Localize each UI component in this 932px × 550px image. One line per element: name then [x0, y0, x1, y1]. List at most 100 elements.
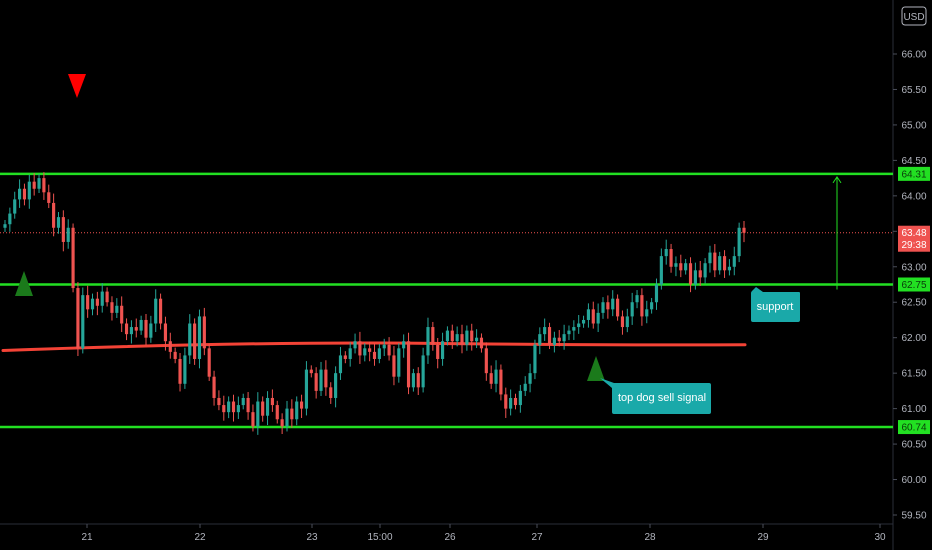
support-callout[interactable]: support — [751, 287, 800, 322]
price-tick-label: 66.00 — [901, 50, 926, 61]
candle-body — [504, 394, 508, 409]
candle-body — [727, 266, 731, 271]
time-tick-label: 22 — [194, 532, 206, 543]
candle-body — [708, 252, 712, 264]
candle-body — [513, 397, 518, 406]
currency-badge[interactable]: USD — [901, 6, 927, 26]
candle-body — [601, 302, 605, 313]
candle-body — [518, 390, 522, 406]
price-tick-label: 61.00 — [901, 404, 926, 415]
candle-body — [290, 408, 294, 420]
candle-body — [158, 298, 163, 324]
candle-body — [13, 199, 17, 214]
time-tick-label: 27 — [531, 532, 543, 543]
candle-body — [61, 217, 65, 242]
candle-body — [90, 298, 95, 310]
candle-body — [256, 401, 260, 427]
candle-body — [392, 355, 396, 377]
candle-body — [494, 369, 498, 384]
svg-text:60.74: 60.74 — [901, 423, 926, 434]
candle-body — [547, 327, 552, 345]
candle-body — [236, 405, 240, 413]
horizontal-levels — [0, 172, 893, 429]
candle-body — [105, 291, 109, 303]
buy-triangle-icon — [15, 271, 33, 296]
candle-body — [713, 252, 717, 271]
price-tick-label: 62.50 — [901, 298, 926, 309]
candle-body — [368, 348, 372, 352]
candle-body — [270, 397, 274, 406]
candle-body — [188, 323, 192, 356]
currency-label: USD — [903, 12, 924, 23]
candle-body — [324, 369, 328, 388]
candle-body — [76, 288, 80, 349]
time-tick-label: 23 — [306, 532, 318, 543]
candle-body — [552, 337, 556, 345]
candle-body — [450, 330, 454, 342]
candle-body — [212, 376, 216, 398]
candle-body — [372, 351, 377, 359]
candle-body — [47, 192, 51, 203]
candle-body — [635, 295, 639, 303]
candle-body — [693, 270, 697, 285]
candle-body — [37, 178, 41, 189]
time-tick-label: 29 — [757, 532, 769, 543]
candle-body — [197, 316, 202, 359]
candle-body — [650, 302, 654, 310]
candle-body — [509, 397, 513, 409]
candle-body — [251, 412, 255, 427]
candle-body — [742, 227, 746, 233]
candle-body — [139, 319, 143, 331]
candle-body — [460, 334, 464, 345]
price-tick-label: 59.50 — [901, 511, 926, 522]
candle-body — [654, 284, 659, 303]
candle-body — [110, 302, 114, 313]
time-axis[interactable]: 21 22 23 15:00 26 27 28 29 30 — [81, 524, 886, 543]
candle-body — [129, 327, 133, 335]
price-tick-label: 63.00 — [901, 262, 926, 273]
time-tick-label: 21 — [81, 532, 93, 543]
candle-body — [426, 327, 430, 356]
svg-text:64.31: 64.31 — [901, 169, 926, 180]
candle-body — [280, 419, 284, 427]
sell-signal-label: top dog sell signal — [618, 392, 706, 404]
candle-body — [231, 401, 236, 413]
candle-body — [329, 387, 333, 398]
candle-body — [124, 323, 129, 335]
sell-triangle-icon — [68, 74, 86, 98]
candle-body — [295, 401, 299, 420]
candle-body — [684, 263, 688, 271]
price-tick-label: 60.00 — [901, 475, 926, 486]
price-axis[interactable]: 66.0065.5065.0064.5064.0063.5063.0062.50… — [893, 50, 927, 522]
candle-body — [475, 337, 479, 342]
candle-body — [591, 309, 595, 324]
candle-body — [343, 355, 347, 359]
candle-body — [8, 213, 12, 225]
candle-body — [606, 302, 610, 310]
candle-body — [358, 341, 362, 356]
moving-average — [1, 341, 747, 352]
candle-body — [3, 224, 7, 228]
candle-body — [314, 373, 318, 391]
candle-body — [261, 401, 265, 416]
candle-body — [567, 330, 571, 335]
candle-body — [265, 397, 270, 416]
candle-body — [183, 355, 187, 384]
candle-body — [134, 327, 138, 331]
candle-body — [18, 188, 22, 200]
candle-body — [620, 316, 625, 328]
measure-arrow[interactable] — [832, 175, 842, 290]
candle-body — [533, 344, 537, 374]
ma-line — [1, 341, 747, 352]
time-tick-label: 30 — [874, 532, 886, 543]
candle-body — [338, 355, 343, 374]
candle-body — [207, 348, 211, 377]
sell-signal-callout[interactable]: top dog sell signal — [600, 378, 711, 414]
candle-body — [120, 305, 124, 324]
candle-body — [348, 348, 352, 359]
candle-body — [611, 298, 615, 310]
candle-body — [572, 327, 576, 331]
candle-body — [440, 341, 445, 359]
